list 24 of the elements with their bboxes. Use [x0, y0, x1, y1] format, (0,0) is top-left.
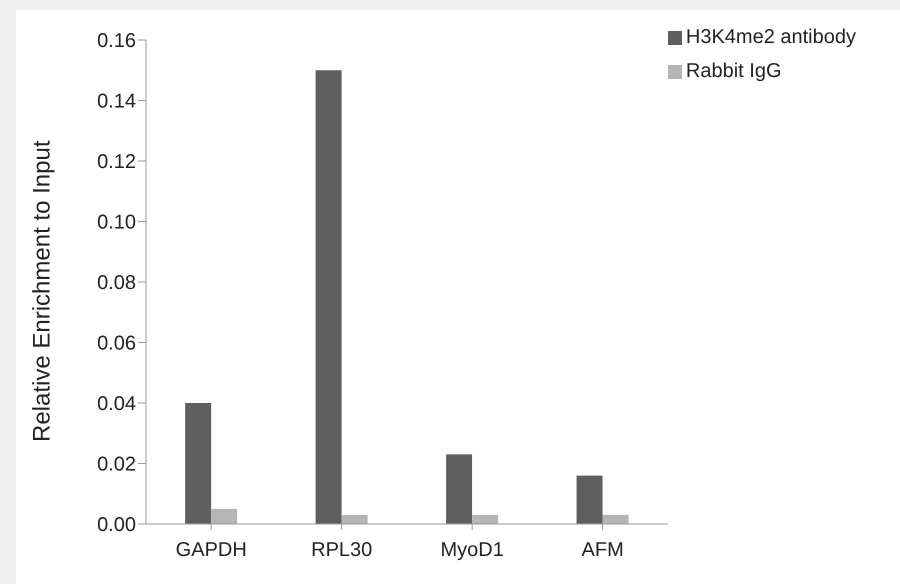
y-tick-label: 0.08 — [97, 272, 136, 294]
y-tick-label: 0.02 — [97, 454, 136, 476]
bar — [602, 514, 629, 524]
bar — [316, 70, 342, 524]
x-tick-label: RPL30 — [311, 539, 372, 562]
legend-label: H3K4me2 antibody — [686, 26, 856, 48]
y-tick-label: 0.04 — [97, 393, 136, 416]
x-tick-label: AFM — [582, 539, 624, 562]
bar — [342, 514, 368, 524]
x-tick-label: MyoD1 — [440, 539, 504, 562]
bar — [576, 476, 603, 524]
bar — [472, 514, 498, 524]
y-tick-label: 0.12 — [97, 151, 136, 174]
y-tick-label: 0.14 — [97, 90, 136, 113]
y-tick-label: 0.00 — [97, 514, 136, 536]
legend-label: Rabbit IgG — [686, 60, 782, 82]
y-tick-label: 0.10 — [97, 212, 136, 234]
x-tick-label: GAPDH — [176, 539, 247, 562]
y-tick-label: 0.16 — [97, 30, 136, 52]
y-tick-label: 0.06 — [97, 332, 136, 355]
bar — [446, 454, 472, 524]
y-axis-title: Relative Enrichment to Input — [28, 140, 56, 442]
bar — [211, 508, 238, 524]
bar — [185, 403, 212, 524]
